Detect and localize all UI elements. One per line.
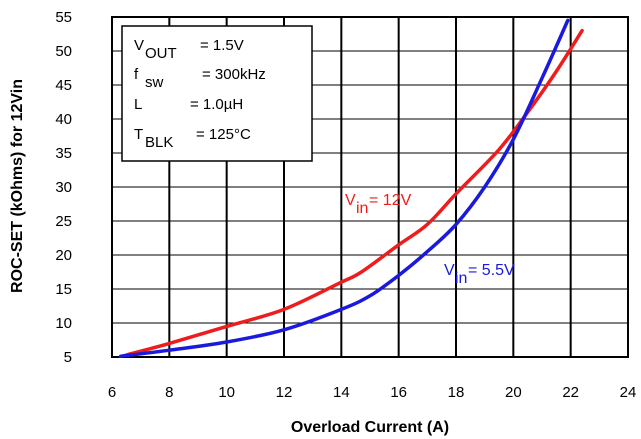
y-tick-label: 15	[55, 281, 72, 298]
y-tick-label: 5	[64, 349, 72, 366]
y-tick-label: 55	[55, 9, 72, 26]
series-label-value: = 12V	[369, 192, 412, 209]
condition-symbol: V	[134, 37, 144, 54]
condition-symbol: L	[134, 96, 142, 113]
condition-subscript: BLK	[145, 134, 173, 151]
series-label-symbol: V	[444, 262, 455, 279]
x-axis-title: Overload Current (A)	[291, 419, 449, 436]
y-tick-label: 45	[55, 77, 72, 94]
y-tick-label: 40	[55, 111, 72, 128]
condition-subscript: sw	[145, 74, 164, 91]
series-layer	[118, 18, 584, 359]
conditions-box	[121, 25, 313, 162]
condition-value: = 300kHz	[202, 66, 266, 83]
series-label-subscript: in	[356, 200, 368, 217]
x-tick-label: 24	[620, 384, 637, 401]
condition-value: = 1.5V	[200, 37, 244, 54]
x-tick-label: 18	[448, 384, 465, 401]
tick-labels: 6 8 10 12 14 16 18 20 22 24 5 10 15 20 25 30 35 40 45 50 55	[55, 9, 636, 401]
y-tick-label: 30	[55, 179, 72, 196]
plot-frame	[111, 16, 629, 358]
series-line-vin-5-5v	[118, 18, 570, 359]
condition-value: = 125°C	[196, 126, 251, 143]
x-tick-label: 8	[165, 384, 173, 401]
x-tick-label: 12	[276, 384, 293, 401]
series-label-value: = 5.5V	[468, 262, 515, 279]
y-tick-label: 20	[55, 247, 72, 264]
condition-value: = 1.0µH	[190, 96, 243, 113]
conditions-text: V OUT = 1.5V f sw = 300kHz L = 1.0µH T BLK = 125°C	[134, 37, 266, 151]
x-tick-label: 22	[562, 384, 579, 401]
x-tick-label: 20	[505, 384, 522, 401]
y-tick-label: 35	[55, 145, 72, 162]
y-tick-label: 10	[55, 315, 72, 332]
x-tick-label: 16	[390, 384, 407, 401]
series-label-symbol: V	[345, 192, 356, 209]
condition-subscript: OUT	[145, 45, 177, 62]
y-tick-label: 25	[55, 213, 72, 230]
x-tick-label: 14	[333, 384, 350, 401]
condition-symbol: f	[134, 66, 139, 83]
x-tick-label: 10	[218, 384, 235, 401]
x-tick-label: 6	[108, 384, 116, 401]
y-axis-title: ROC-SET (kOhms) for 12Vin	[9, 79, 26, 293]
condition-symbol: T	[134, 126, 143, 143]
series-label-subscript: in	[455, 270, 467, 287]
y-tick-label: 50	[55, 43, 72, 60]
